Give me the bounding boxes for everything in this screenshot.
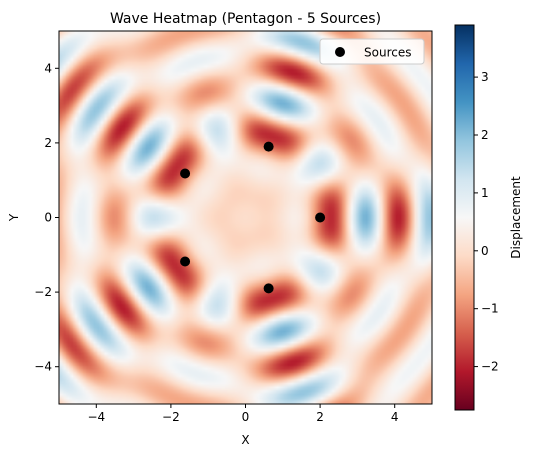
legend-label: Sources — [364, 46, 411, 60]
heatmap-image — [59, 31, 432, 404]
x-axis-label: X — [241, 433, 249, 447]
y-axis-label: Y — [7, 213, 21, 222]
colorbar-tick-label: 1 — [481, 186, 489, 200]
y-tick-label: −4 — [34, 360, 52, 374]
y-tick-label: 0 — [44, 211, 52, 225]
colorbar-ticks: −2 −1 0 1 2 3 — [474, 70, 499, 374]
source-marker — [315, 212, 326, 223]
y-tick-label: 4 — [44, 61, 52, 75]
legend-marker — [335, 47, 345, 57]
colorbar — [454, 24, 475, 411]
y-tick-label: 2 — [44, 136, 52, 150]
x-tick-label: −4 — [87, 410, 105, 424]
x-tick-label: 4 — [391, 410, 399, 424]
chart-title: Wave Heatmap (Pentagon - 5 Sources) — [110, 11, 381, 27]
colorbar-tick-label: −1 — [481, 302, 499, 316]
source-marker — [263, 283, 274, 294]
x-axis-ticks: −4 −2 0 2 4 — [87, 404, 399, 424]
colorbar-tick-label: 2 — [481, 128, 489, 142]
source-marker — [263, 141, 274, 152]
legend: Sources — [319, 38, 425, 65]
colorbar-label: Displacement — [509, 176, 523, 259]
colorbar-tick-label: 0 — [481, 244, 489, 258]
legend-box — [319, 38, 425, 65]
colorbar-tick-label: −2 — [481, 360, 499, 374]
x-tick-label: 0 — [242, 410, 250, 424]
source-marker — [180, 256, 191, 267]
y-tick-label: −2 — [34, 285, 52, 299]
source-markers — [180, 141, 326, 294]
colorbar-tick-label: 3 — [481, 70, 489, 84]
y-axis-ticks: −4 −2 0 2 4 — [34, 61, 59, 374]
x-tick-label: −2 — [162, 410, 180, 424]
source-marker — [180, 168, 191, 179]
x-tick-label: 2 — [316, 410, 324, 424]
